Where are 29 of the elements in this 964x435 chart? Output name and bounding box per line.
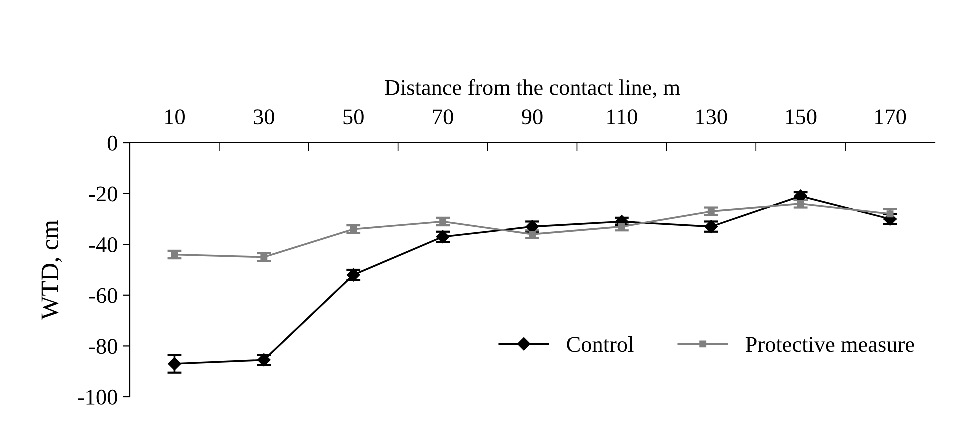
point bbox=[529, 230, 536, 238]
point bbox=[618, 223, 626, 230]
legend-label: Protective measure bbox=[746, 337, 914, 352]
x-tick-label: 170 bbox=[876, 110, 906, 125]
x-tick-label: 70 bbox=[433, 110, 454, 125]
x-tick-label: 150 bbox=[786, 110, 817, 125]
point bbox=[168, 357, 182, 371]
point bbox=[260, 254, 268, 261]
y-tick-label: -80 bbox=[89, 339, 118, 354]
x-tick-label: 90 bbox=[522, 110, 543, 125]
y-axis-title: WTD, cm bbox=[42, 220, 62, 320]
point bbox=[708, 208, 715, 216]
y-tick-label: -100 bbox=[78, 390, 118, 405]
point bbox=[797, 200, 804, 208]
x-tick-label: 50 bbox=[344, 110, 364, 125]
x-tick-label: 10 bbox=[166, 110, 185, 125]
y-tick-label: -20 bbox=[89, 186, 118, 202]
x-tick-label: 130 bbox=[696, 110, 728, 125]
point bbox=[440, 218, 447, 226]
y-tick-label: -40 bbox=[89, 238, 118, 253]
y-tick-label: 0 bbox=[108, 136, 118, 151]
x-tick-label: 110 bbox=[608, 110, 638, 125]
x-axis-title: Distance from the contact line, m bbox=[385, 79, 680, 98]
point bbox=[886, 210, 894, 218]
point bbox=[171, 251, 178, 258]
legend-label: Control bbox=[567, 336, 634, 352]
y-tick-label: -60 bbox=[89, 288, 118, 304]
x-tick-label: 30 bbox=[254, 110, 274, 125]
point bbox=[350, 226, 358, 233]
